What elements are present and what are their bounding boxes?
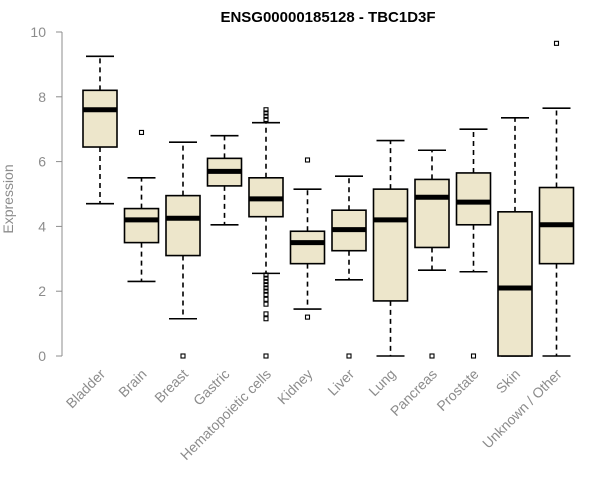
box-iqr — [497, 211, 533, 357]
x-tick-label: Bladder — [63, 366, 109, 412]
box-kidney — [289, 157, 326, 320]
outlier-point — [263, 275, 269, 281]
plot-area — [82, 40, 575, 359]
outlier-point — [263, 316, 269, 322]
y-axis: 0 2 4 6 8 10 — [30, 24, 63, 364]
outlier-point — [263, 110, 269, 116]
outlier-point — [263, 353, 269, 359]
outlier-point — [180, 353, 186, 359]
outlier-point — [263, 296, 269, 302]
outlier-point — [263, 288, 269, 294]
outlier-point — [263, 272, 269, 278]
box-lung — [372, 139, 409, 357]
x-tick-label: Prostate — [433, 366, 481, 414]
y-axis-label: Expression — [0, 164, 16, 233]
box-brain — [123, 129, 160, 283]
outlier-point — [263, 116, 269, 123]
box-iqr — [165, 194, 201, 257]
box-iqr — [82, 89, 118, 148]
y-tick-label: 10 — [30, 24, 46, 40]
y-tick-label: 6 — [38, 154, 46, 170]
outlier-point — [263, 278, 269, 285]
outlier-point — [346, 353, 352, 359]
box-hematopoietic-cells — [248, 107, 284, 359]
x-tick-label: Unknown / Other — [479, 366, 565, 452]
y-tick-label: 2 — [38, 283, 46, 299]
box-liver — [331, 175, 367, 359]
outlier-point — [470, 353, 477, 359]
chart-title: ENSG00000185128 - TBC1D3F — [220, 9, 435, 26]
box-iqr — [455, 172, 492, 226]
x-tick-label: Kidney — [274, 366, 316, 408]
box-iqr — [289, 230, 326, 265]
outlier-point — [263, 291, 269, 297]
y-tick-label: 8 — [38, 89, 46, 105]
x-tick-label: Skin — [493, 366, 524, 397]
outlier-point — [429, 353, 435, 359]
box-unknown-other — [538, 40, 575, 357]
outlier-point — [304, 157, 311, 163]
box-skin — [497, 117, 533, 357]
outlier-point — [263, 311, 269, 317]
box-iqr — [372, 188, 409, 302]
box-breast — [165, 141, 201, 359]
outlier-point — [304, 314, 311, 320]
y-tick-label: 0 — [38, 348, 46, 364]
x-tick-label: Breast — [151, 366, 191, 406]
x-tick-label: Lung — [365, 366, 398, 399]
y-tick-label: 4 — [38, 218, 46, 234]
outlier-point — [263, 301, 269, 307]
outlier-point — [553, 40, 560, 46]
x-tick-label: Brain — [115, 366, 149, 400]
box-pancreas — [414, 149, 450, 359]
box-bladder — [82, 55, 118, 205]
outlier-point — [263, 107, 269, 113]
outlier-point — [263, 285, 269, 291]
outlier-point — [138, 129, 145, 135]
box-iqr — [414, 178, 450, 249]
box-prostate — [455, 128, 492, 359]
outlier-point — [263, 282, 269, 288]
box-gastric — [206, 134, 243, 226]
box-iqr — [123, 207, 160, 244]
outlier-point — [263, 113, 269, 119]
x-tick-label: Liver — [324, 366, 357, 399]
